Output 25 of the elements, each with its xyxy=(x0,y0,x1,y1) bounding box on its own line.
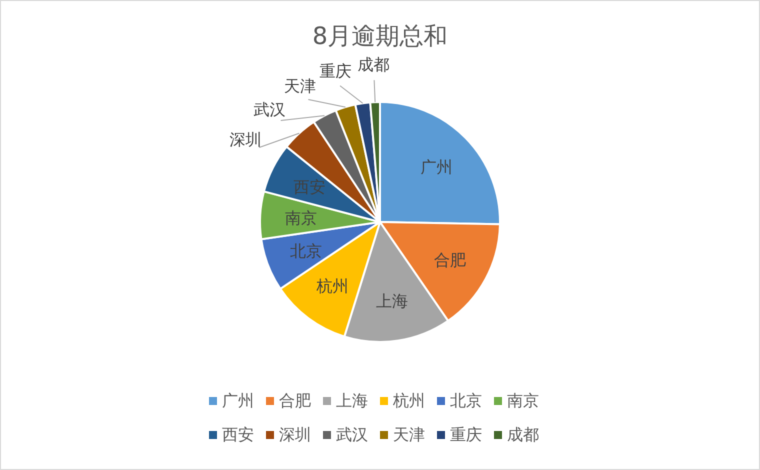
legend-label: 合肥 xyxy=(279,391,311,410)
slice-label: 北京 xyxy=(290,241,322,260)
slice-label: 天津 xyxy=(284,76,316,96)
slice-label: 武汉 xyxy=(254,100,286,119)
legend-label: 北京 xyxy=(450,391,482,410)
legend-label: 天津 xyxy=(393,425,425,444)
slice-label: 深圳 xyxy=(230,130,262,150)
slice-label: 西安 xyxy=(293,177,326,196)
legend-label: 南京 xyxy=(507,391,539,410)
legend-label: 深圳 xyxy=(279,425,311,444)
slice-label: 南京 xyxy=(284,208,317,228)
slice-label: 重庆 xyxy=(320,61,352,80)
slice-label: 杭州 xyxy=(316,276,349,296)
chart-title: 8月逾期总和 xyxy=(312,22,448,50)
legend-label: 重庆 xyxy=(450,425,482,444)
legend-label: 成都 xyxy=(507,425,539,444)
slice-label: 广州 xyxy=(420,158,453,177)
legend-label: 上海 xyxy=(336,391,368,410)
slice-label: 上海 xyxy=(376,291,408,310)
legend-label: 西安 xyxy=(222,425,254,444)
slice-label: 合肥 xyxy=(434,250,466,270)
slice-label: 成都 xyxy=(358,55,390,74)
legend-label: 广州 xyxy=(222,391,254,410)
legend-label: 杭州 xyxy=(392,391,425,410)
legend-label: 武汉 xyxy=(336,425,368,444)
